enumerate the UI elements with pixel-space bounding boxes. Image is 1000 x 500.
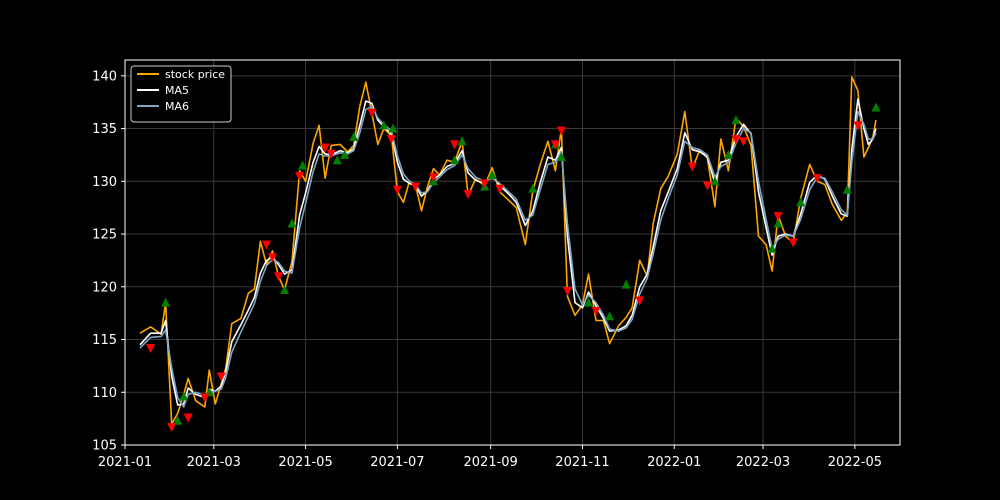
sell-signal-marker [410, 182, 420, 192]
buy-signal-marker [710, 176, 720, 186]
legend: stock price MA5 MA6 [130, 65, 232, 123]
sell-signal-marker [562, 287, 572, 296]
buy-signal-marker [583, 297, 593, 307]
legend-label: MA5 [165, 84, 189, 97]
sell-signal-marker [367, 108, 377, 118]
buy-signal-marker [298, 160, 308, 170]
y-tick-label: 135 [92, 122, 117, 137]
sell-signal-marker [550, 140, 560, 150]
legend-label: stock price [165, 68, 225, 81]
sell-signal-marker [731, 135, 741, 145]
buy-signal-marker [340, 149, 350, 159]
legend-label: MA6 [165, 100, 189, 113]
sell-signal-marker [738, 137, 748, 147]
buy-signal-marker [842, 184, 852, 194]
sell-signal-marker [267, 253, 277, 263]
sell-signal-marker [635, 296, 645, 306]
buy-signal-marker [487, 169, 497, 179]
sell-signal-marker [428, 173, 438, 183]
buy-signal-marker [871, 102, 881, 112]
series-lines [139, 76, 877, 425]
y-tick-label: 125 [92, 228, 117, 243]
y-tick-label: 130 [92, 175, 117, 190]
sell-signal-marker [146, 343, 156, 353]
sell-signal-marker [812, 174, 822, 184]
sell-signal-marker [326, 149, 336, 159]
y-tick-label: 115 [92, 333, 117, 348]
sell-signal-marker [773, 212, 783, 222]
x-tick-label: 2021-03 [187, 455, 241, 470]
buy-signal-marker [332, 155, 342, 165]
plot-frame [124, 59, 901, 446]
sell-signal-marker [591, 307, 601, 317]
x-tick-label: 2021-09 [464, 455, 518, 470]
sell-signal-marker [702, 181, 712, 191]
sell-signal-marker [788, 238, 798, 248]
y-tick-label: 120 [92, 280, 117, 295]
x-tick-label: 2021-11 [555, 455, 609, 470]
legend-box [130, 65, 232, 123]
buy-signal-marker [731, 115, 741, 125]
buy-signal-marker [173, 415, 183, 425]
buy-signal-marker [349, 132, 359, 141]
series-line-ma6 [139, 105, 877, 408]
buy-signal-marker [161, 297, 171, 307]
sell-signal-marker [216, 372, 226, 382]
buy-signal-marker [621, 279, 631, 289]
sell-signal-marker [200, 393, 210, 403]
signal-markers [146, 102, 881, 433]
sell-signal-marker [320, 143, 330, 153]
x-tick-label: 2021-01 [98, 455, 152, 470]
axes: 105 110 115 120 125 130 135 140 2021-01 2021-03 20… [92, 69, 882, 470]
buy-signal-marker [528, 183, 538, 193]
sell-signal-marker [495, 184, 505, 194]
x-tick-label: 2022-03 [736, 455, 790, 470]
sell-signal-marker [386, 135, 396, 145]
y-tick-label: 110 [92, 386, 117, 401]
sell-signal-marker [392, 185, 402, 195]
sell-signal-marker [183, 413, 193, 423]
sell-signal-marker [273, 272, 283, 282]
y-tick-label: 140 [92, 69, 117, 84]
sell-signal-marker [687, 162, 697, 172]
x-tick-label: 2022-05 [828, 455, 882, 470]
buy-signal-marker [556, 152, 566, 162]
sell-signal-marker [295, 172, 305, 182]
x-tick-label: 2022-01 [647, 455, 701, 470]
sell-signal-marker [167, 423, 177, 433]
buy-signal-marker [179, 391, 189, 401]
y-tick-label: 105 [92, 439, 117, 454]
sell-signal-marker [853, 121, 863, 131]
x-tick-label: 2021-07 [370, 455, 424, 470]
sell-signal-marker [480, 179, 490, 189]
sell-signal-marker [556, 126, 566, 136]
sell-signal-marker [463, 189, 473, 199]
buy-signal-marker [457, 136, 467, 146]
buy-signal-marker [388, 123, 398, 133]
buy-signal-marker [767, 243, 777, 253]
x-tick-label: 2021-05 [278, 455, 332, 470]
buy-signal-marker [605, 311, 615, 321]
buy-signal-marker [773, 218, 783, 228]
sell-signal-marker [261, 240, 271, 250]
buy-signal-marker [287, 218, 297, 228]
sell-signal-marker [450, 140, 460, 150]
buy-signal-marker [280, 284, 290, 294]
buy-signal-marker [796, 197, 806, 207]
buy-signal-marker [450, 155, 460, 165]
buy-signal-marker [379, 120, 389, 130]
buy-signal-marker [723, 149, 733, 159]
